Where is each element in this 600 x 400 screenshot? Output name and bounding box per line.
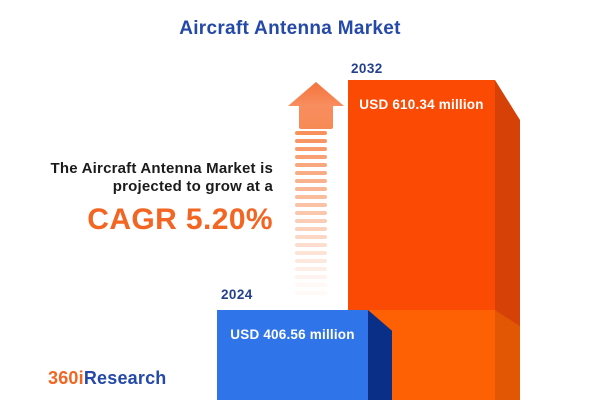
- arrow-stripe: [295, 259, 327, 263]
- bar-value-2032: USD 610.34 million: [359, 97, 484, 112]
- arrow-stripe: [295, 171, 327, 175]
- arrow-stripe: [295, 139, 327, 143]
- growth-arrow-neck: [299, 104, 333, 129]
- arrow-stripe: [295, 131, 327, 135]
- growth-annotation-line1: The Aircraft Antenna Market is: [50, 160, 273, 177]
- arrow-stripe: [295, 187, 327, 191]
- arrow-stripe: [295, 163, 327, 167]
- bar-2032-base-segment-side: [495, 310, 520, 400]
- arrow-stripe: [295, 155, 327, 159]
- growth-arrow-stripes: [295, 131, 327, 299]
- arrow-stripe: [295, 251, 327, 255]
- brand-logo-360i: 360i: [48, 368, 84, 388]
- arrow-stripe: [295, 203, 327, 207]
- arrow-stripe: [295, 147, 327, 151]
- arrow-stripe: [295, 227, 327, 231]
- arrow-stripe: [295, 235, 327, 239]
- year-label-2024: 2024: [221, 287, 253, 302]
- arrow-stripe: [295, 179, 327, 183]
- bar-value-2024: USD 406.56 million: [230, 327, 355, 342]
- growth-annotation-line2: projected to grow at a: [112, 178, 273, 195]
- chart-title: Aircraft Antenna Market: [179, 18, 401, 39]
- brand-logo: 360iResearch: [48, 368, 167, 389]
- brand-logo-research: Research: [83, 368, 167, 388]
- arrow-stripe: [295, 267, 327, 271]
- cagr-value: CAGR 5.20%: [87, 203, 273, 236]
- arrow-stripe: [295, 291, 327, 295]
- year-label-2032: 2032: [351, 61, 383, 76]
- arrow-stripe: [295, 283, 327, 287]
- arrow-stripe: [295, 219, 327, 223]
- arrow-stripe: [295, 195, 327, 199]
- arrow-stripe: [295, 211, 327, 215]
- growth-arrow-icon: [288, 82, 344, 106]
- arrow-stripe: [295, 275, 327, 279]
- growth-annotation: The Aircraft Antenna Market is projected…: [13, 160, 273, 237]
- arrow-stripe: [295, 243, 327, 247]
- bar-2024-front: [217, 310, 368, 400]
